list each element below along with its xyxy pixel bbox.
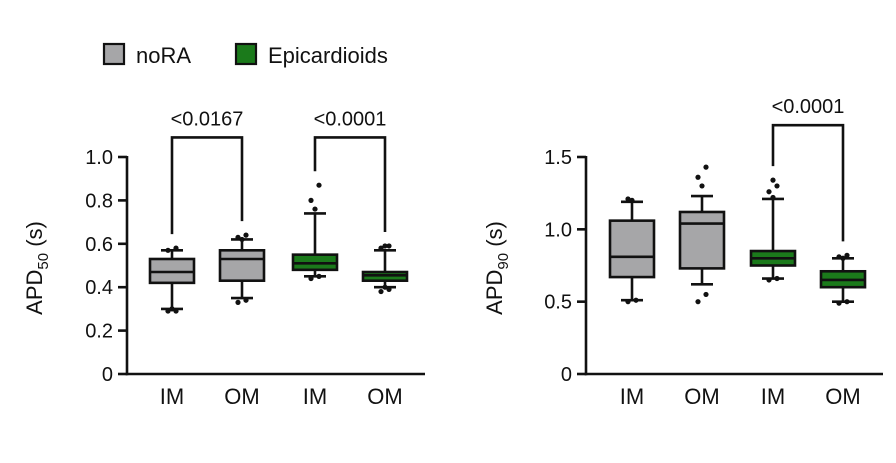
- apd50-outlier-point: [386, 286, 392, 292]
- apd90-outlier-point: [770, 194, 776, 201]
- apd50-p-value-label: <0.0167: [171, 108, 244, 130]
- apd90-outlier-point: [629, 197, 635, 203]
- apd50-y-tick-label: 0: [102, 364, 113, 386]
- apd50-outlier-point: [235, 299, 241, 305]
- apd50-outlier-point: [165, 308, 171, 314]
- legend-swatch-epicardioids: [234, 42, 258, 66]
- apd50-p-value-label: <0.0001: [314, 108, 387, 130]
- legend: noRA Epicardioids: [102, 42, 388, 68]
- apd90-outlier-point: [699, 183, 705, 189]
- apd90-category-label: OM: [825, 384, 860, 409]
- apd50-outlier-point: [382, 243, 388, 249]
- apd50-outlier-point: [378, 288, 384, 295]
- apd50-outlier-point: [316, 273, 322, 279]
- apd90-outlier-point: [625, 299, 631, 305]
- apd50-outlier-point: [378, 245, 384, 251]
- apd50-comparison-bracket: [170, 136, 244, 235]
- apd50-category-label: OM: [224, 384, 259, 409]
- apd90-p-value-label: <0.0001: [772, 96, 845, 118]
- apd90-y-tick-label: 1.0: [544, 219, 572, 241]
- apd90-y-tick-label: 0: [561, 364, 572, 386]
- legend-swatch-noRA: [102, 42, 126, 66]
- apd50-outlier-point: [173, 308, 179, 314]
- apd90-outlier-point: [766, 277, 772, 283]
- apd50-box: [218, 249, 266, 282]
- apd50-y-axis-label: APD50 (s): [22, 221, 52, 315]
- apd90-outlier-point: [625, 196, 631, 202]
- apd50-category-label: IM: [160, 384, 184, 409]
- apd90-y-tick-label: 0.5: [544, 292, 572, 314]
- apd90-box: [608, 219, 656, 279]
- apd50-outlier-point: [173, 245, 179, 251]
- legend-label-noRA: noRA: [136, 43, 191, 68]
- apd90-outlier-point: [844, 252, 850, 258]
- apd50-y-tick-label: 0.8: [85, 190, 113, 212]
- apd50-y-tick-label: 1.0: [85, 147, 113, 169]
- apd50-outlier-point: [316, 182, 322, 188]
- legend-label-epicardioids: Epicardioids: [268, 43, 388, 68]
- apd90-outlier-point: [695, 174, 701, 180]
- apd90-outlier-point: [766, 189, 772, 195]
- apd50-category-label: OM: [367, 384, 402, 409]
- apd50-y-tick-label: 0.2: [85, 321, 113, 343]
- apd50-outlier-point: [169, 306, 175, 312]
- apd90-outlier-point: [695, 299, 701, 305]
- apd90-category-label: IM: [761, 384, 785, 409]
- apd90-y-axis-label: APD90 (s): [482, 221, 512, 315]
- apd90-outlier-point: [836, 300, 842, 306]
- apd90-comparison-bracket: [771, 123, 845, 242]
- apd50-y-tick-label: 0.4: [85, 277, 113, 299]
- apd90-outlier-point: [703, 164, 709, 170]
- apd90-outlier-point: [836, 254, 842, 260]
- apd90-category-label: IM: [620, 384, 644, 409]
- apd50-outlier-point: [308, 275, 314, 282]
- apd50-outlier-point: [308, 197, 314, 203]
- apd50-outlier-point: [386, 243, 392, 249]
- apd90-outlier-point: [774, 275, 780, 282]
- apd50-y-tick-label: 0.6: [85, 234, 113, 256]
- apd50-outlier-point: [239, 236, 245, 243]
- apd50-outlier-point: [382, 284, 388, 290]
- apd50-outlier-point: [243, 232, 249, 238]
- apd90-outlier-point: [633, 297, 639, 303]
- apd50-panel: APD50 (s) 0 0.2 0.4 0.6 0.8 1.0 IM OM IM OM <0.016…: [22, 108, 425, 409]
- apd90-y-tick-label: 1.5: [544, 147, 572, 169]
- apd90-outlier-point: [703, 291, 709, 298]
- apd50-outlier-point: [235, 234, 241, 240]
- apd90-outlier-point: [840, 255, 846, 261]
- apd50-category-label: IM: [303, 384, 327, 409]
- apd50-outlier-point: [312, 206, 318, 212]
- apd90-outlier-point: [844, 299, 850, 305]
- apd90-panel: APD90 (s) 0 0.5 1.0 1.5 IM OM IM OM <0.0001: [482, 96, 883, 409]
- apd90-outlier-point: [770, 177, 776, 183]
- apd90-category-label: OM: [684, 384, 719, 409]
- apd50-comparison-bracket: [313, 136, 387, 232]
- apd50-outlier-point: [165, 247, 171, 253]
- apd50-outlier-point: [243, 297, 249, 303]
- apd90-box: [678, 210, 726, 270]
- apd90-outlier-point: [774, 183, 780, 189]
